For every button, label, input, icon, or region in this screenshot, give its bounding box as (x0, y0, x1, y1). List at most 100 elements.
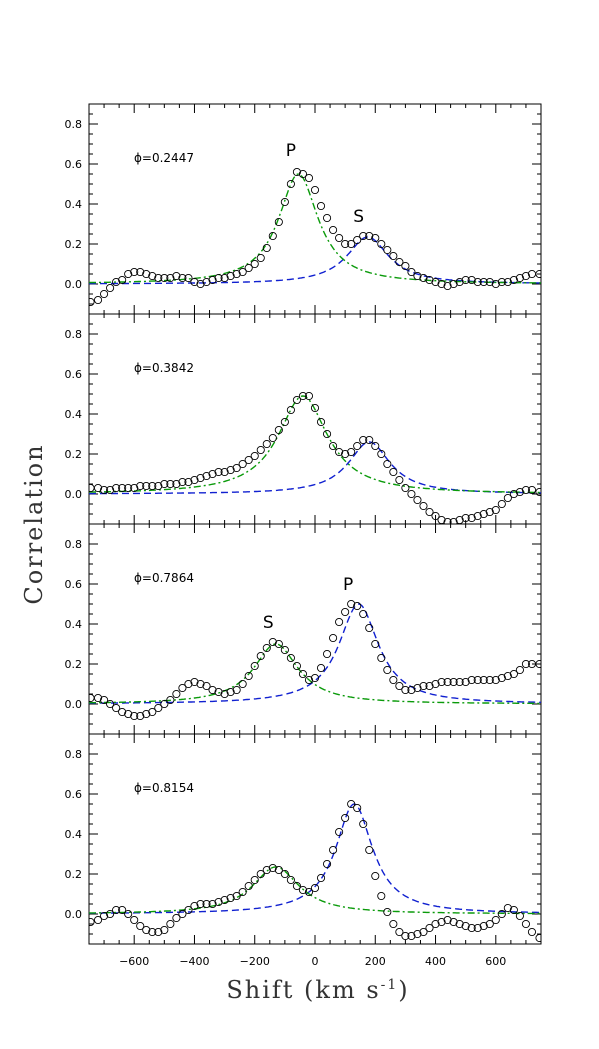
data-point (371, 233, 380, 243)
data-point (220, 273, 229, 283)
data-point (485, 675, 494, 685)
data-point (316, 663, 326, 673)
data-point (196, 679, 205, 689)
data-point (401, 483, 410, 493)
y-tick-label: 0.6 (65, 158, 83, 171)
panel-3: 0.0 0.2 0.4 0.6 0.8 ϕ=0.7864 S P (65, 523, 542, 735)
data-point (93, 295, 103, 305)
data-point (419, 927, 428, 937)
data-point (226, 271, 235, 281)
x-tick-label: −600 (119, 955, 149, 968)
data-point (365, 845, 374, 855)
data-point (142, 925, 151, 935)
data-point (142, 709, 151, 719)
phase-label: ϕ=0.8154 (134, 781, 194, 795)
data-point (232, 463, 241, 473)
data-point (455, 919, 464, 929)
data-point (112, 483, 121, 493)
data-point (509, 669, 518, 679)
data-point (148, 271, 157, 281)
data-point (443, 915, 452, 925)
data-point (250, 875, 259, 885)
data-point (431, 511, 440, 521)
data-point (521, 659, 530, 669)
data-point (220, 895, 229, 905)
data-point (341, 607, 350, 617)
y-tick-label: 0.4 (65, 618, 83, 631)
data-point (274, 865, 283, 875)
data-point (329, 633, 338, 643)
data-point (292, 167, 301, 177)
data-point (437, 917, 446, 927)
data-point (485, 507, 494, 517)
data-point (238, 267, 247, 277)
data-point (395, 257, 404, 267)
data-point (100, 695, 109, 705)
data-point (383, 665, 392, 675)
data-point (479, 675, 488, 685)
y-tick-label: 0.2 (65, 868, 83, 881)
x-axis-label-superscript: -1 (381, 977, 399, 993)
data-point (310, 883, 320, 893)
data-point (407, 931, 416, 941)
y-tick-label: 0.4 (65, 408, 83, 421)
y-tick-label: 0.0 (65, 698, 83, 711)
data-point (130, 915, 139, 925)
data-point (521, 271, 530, 281)
data-point (286, 179, 295, 189)
data-point (136, 267, 145, 277)
data-point (455, 277, 464, 287)
data-point (93, 693, 103, 703)
data-point (491, 915, 500, 925)
data-point (106, 283, 115, 293)
data-point (130, 483, 139, 493)
data-point (202, 899, 211, 909)
data-point (124, 909, 133, 919)
data-point (437, 279, 446, 289)
data-point (106, 699, 115, 709)
data-point (292, 395, 301, 405)
data-point (238, 459, 247, 469)
blue-fit-curve (89, 803, 541, 914)
data-point (461, 921, 470, 931)
data-point (136, 711, 145, 721)
data-point (238, 679, 247, 689)
data-point (166, 273, 175, 283)
data-point (461, 677, 470, 687)
data-point (485, 277, 494, 287)
data-point (160, 699, 169, 709)
y-tick-label: 0.6 (65, 578, 83, 591)
data-point (226, 893, 235, 903)
data-point (509, 489, 518, 499)
data-point (431, 679, 440, 689)
data-point (166, 479, 175, 489)
data-point (383, 907, 392, 917)
data-point (467, 513, 476, 523)
data-point (503, 671, 512, 681)
data-point (292, 661, 301, 671)
data-point (154, 273, 163, 283)
data-point (142, 481, 151, 491)
data-point (509, 905, 518, 915)
data-point (142, 269, 151, 279)
data-point (148, 707, 157, 717)
data-point (286, 653, 295, 663)
phase-label: ϕ=0.7864 (134, 571, 194, 585)
data-point (335, 617, 344, 627)
data-point (244, 455, 253, 465)
x-axis-label-close: ) (398, 976, 409, 1004)
data-point (304, 391, 314, 401)
data-point (503, 903, 512, 913)
data-point (160, 479, 169, 489)
data-point (196, 899, 205, 909)
data-point (377, 891, 386, 901)
data-point (298, 169, 307, 179)
data-point (304, 173, 314, 183)
data-point (535, 659, 541, 669)
data-point (268, 637, 277, 647)
data-point (124, 483, 133, 493)
data-point (118, 483, 127, 493)
data-point (196, 279, 205, 289)
data-point (341, 813, 350, 823)
data-point (262, 243, 271, 253)
